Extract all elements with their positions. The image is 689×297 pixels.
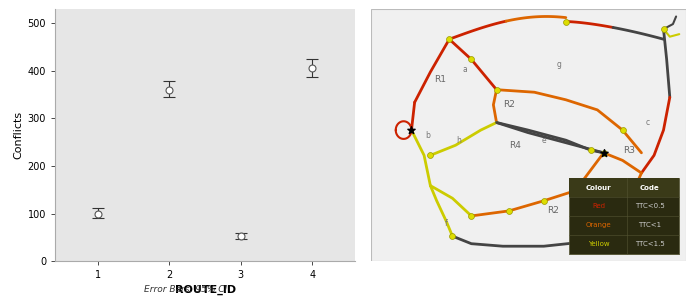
Text: R3: R3 — [623, 146, 635, 155]
Point — [406, 128, 417, 132]
Point — [447, 234, 458, 238]
Text: TTC<1.5: TTC<1.5 — [635, 241, 664, 247]
Text: Red: Red — [593, 203, 605, 209]
Y-axis label: Conflicts: Conflicts — [13, 111, 23, 159]
Text: Orange: Orange — [586, 222, 612, 228]
Text: e: e — [542, 136, 546, 145]
Text: TTC<0.5: TTC<0.5 — [635, 203, 664, 209]
Text: R2: R2 — [503, 100, 515, 109]
Point — [444, 37, 455, 42]
Point — [504, 208, 515, 213]
Point — [598, 150, 609, 155]
Text: d: d — [588, 191, 593, 200]
X-axis label: ROUTE_ID: ROUTE_ID — [174, 285, 236, 295]
Text: R4: R4 — [509, 141, 522, 150]
Point — [560, 19, 571, 24]
Point — [466, 214, 477, 218]
Text: Colour: Colour — [586, 184, 612, 190]
Text: b: b — [425, 131, 430, 140]
Text: c: c — [646, 118, 650, 127]
Point — [538, 198, 549, 203]
Point — [425, 153, 436, 158]
Text: R1: R1 — [434, 75, 446, 84]
Point — [617, 128, 628, 132]
Text: R2: R2 — [547, 206, 559, 215]
Text: Error Bars: 95% CI: Error Bars: 95% CI — [145, 285, 227, 294]
Point — [658, 27, 669, 31]
Text: Code: Code — [639, 184, 659, 190]
Text: f: f — [445, 219, 448, 228]
Point — [466, 57, 477, 62]
Text: h: h — [456, 136, 461, 145]
Text: g: g — [557, 60, 562, 69]
Bar — [569, 178, 679, 197]
Text: Yellow: Yellow — [588, 241, 610, 247]
Point — [586, 148, 597, 153]
Bar — [569, 178, 679, 254]
Point — [598, 150, 609, 155]
Text: TTC<1: TTC<1 — [638, 222, 661, 228]
Text: a: a — [462, 65, 467, 74]
Point — [491, 87, 502, 92]
